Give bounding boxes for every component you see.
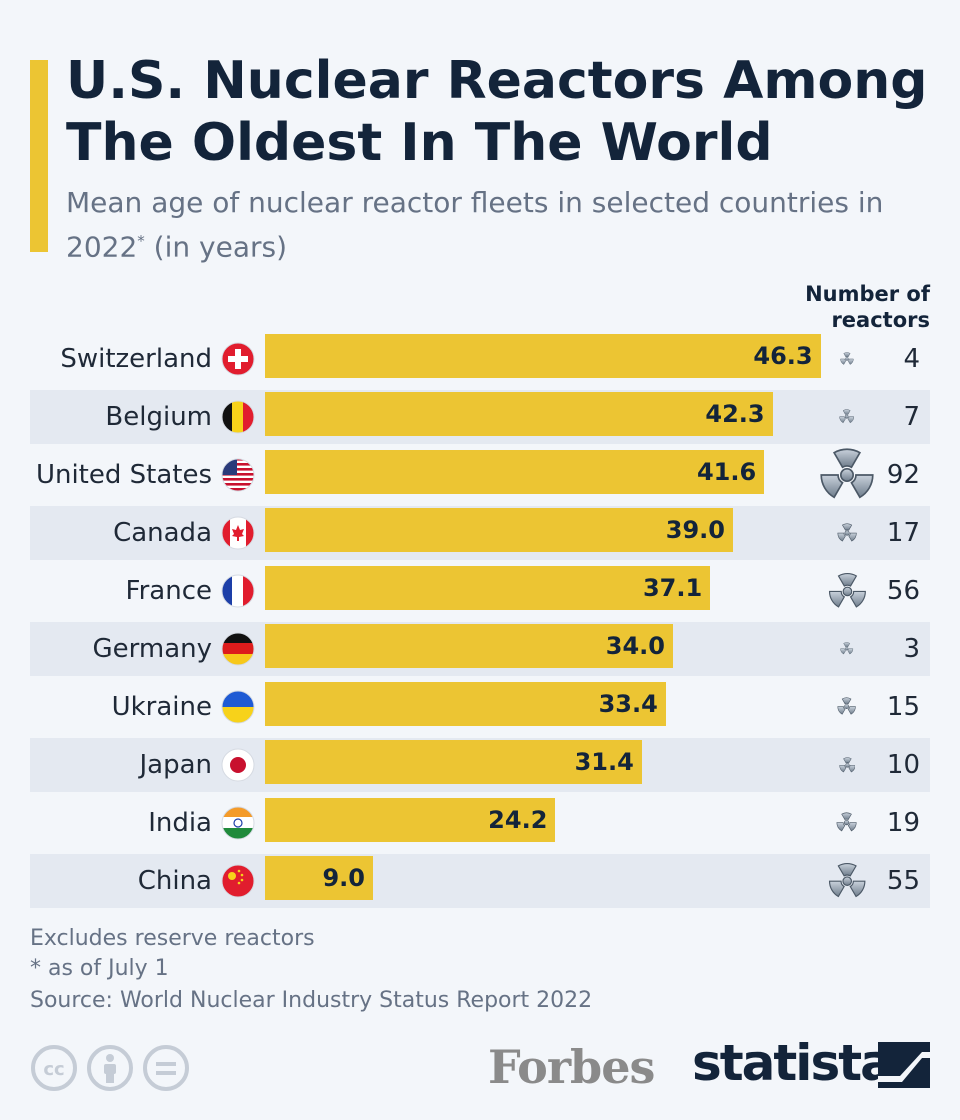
reactor-count: 56 (886, 576, 920, 606)
bar (265, 450, 765, 494)
subtitle-footnote-mark: * (137, 232, 145, 250)
category-label: France (125, 576, 212, 606)
radiation-icon (837, 697, 857, 716)
bar-row: France 37.1 56 (30, 564, 930, 618)
reactor-count: 10 (886, 750, 920, 780)
footnote-reserve: Excludes reserve reactors (30, 926, 315, 951)
bar-row: China 9.0 55 (30, 854, 930, 908)
reactor-count-header-line2: reactors (831, 308, 930, 332)
forbes-logo[interactable]: Forbes (488, 1040, 655, 1094)
flag-belgium-icon (221, 400, 255, 434)
flag-united-states-icon (221, 458, 255, 492)
bar (265, 798, 556, 842)
no-derivatives-icon[interactable] (142, 1044, 190, 1092)
source-note: Source: World Nuclear Industry Status Re… (30, 988, 593, 1013)
statista-logo[interactable]: statista (692, 1034, 894, 1092)
flag-ukraine-icon (221, 690, 255, 724)
chart-subtitle: Mean age of nuclear reactor fleets in se… (66, 184, 926, 266)
cc-icon[interactable]: cc (30, 1044, 78, 1092)
category-label: Ukraine (111, 692, 212, 722)
radiation-icon (840, 642, 854, 655)
statista-logo-icon[interactable] (878, 1042, 930, 1088)
bar-value-label: 41.6 (696, 458, 757, 486)
reactor-count: 17 (886, 518, 920, 548)
reactor-count-header: Number of reactors (805, 281, 930, 333)
reactor-count: 92 (886, 460, 920, 490)
bar-row: Switzerland 46.3 4 (30, 332, 930, 386)
bar-value-label: 42.3 (705, 400, 765, 428)
radiation-icon (839, 757, 855, 773)
category-label: United States (35, 460, 212, 490)
category-label: Switzerland (60, 344, 212, 374)
bar-row: Germany 34.0 3 (30, 622, 930, 676)
bar (265, 334, 821, 378)
flag-china-icon (221, 864, 255, 898)
bar-row: Canada 39.0 17 (30, 506, 930, 560)
bar-value-label: 39.0 (665, 516, 725, 544)
reactor-count: 19 (886, 808, 920, 838)
accent-bar (30, 60, 48, 252)
bar (265, 566, 711, 610)
bar-row: Japan 31.4 10 (30, 738, 930, 792)
radiation-icon (836, 812, 858, 832)
reactor-count-header-line1: Number of (805, 282, 930, 306)
reactor-count: 55 (886, 866, 920, 896)
category-label: Canada (113, 518, 212, 548)
reactor-count: 7 (903, 402, 920, 432)
bar-value-label: 46.3 (753, 342, 813, 370)
bar-value-label: 33.4 (598, 690, 658, 718)
flag-india-icon (221, 806, 255, 840)
bar (265, 508, 733, 552)
radiation-icon (837, 523, 857, 542)
radiation-icon (828, 572, 866, 608)
bar-row: India 24.2 19 (30, 796, 930, 850)
footnote-date: * as of July 1 (30, 956, 169, 981)
bar-value-label: 31.4 (574, 748, 634, 776)
reactor-count: 3 (903, 634, 920, 664)
chart-title: U.S. Nuclear Reactors Among The Oldest I… (66, 51, 928, 173)
attribution-icon[interactable] (86, 1044, 134, 1092)
bar (265, 392, 773, 436)
bar (265, 682, 666, 726)
bar-row: Ukraine 33.4 15 (30, 680, 930, 734)
subtitle-text: Mean age of nuclear reactor fleets in se… (66, 186, 884, 264)
flag-canada-icon (221, 516, 255, 550)
reactor-count: 4 (903, 344, 920, 374)
bar-value-label: 24.2 (488, 806, 548, 834)
bar (265, 624, 673, 668)
category-label: Japan (139, 750, 212, 780)
bar-value-label: 9.0 (322, 864, 365, 892)
bar-value-label: 37.1 (642, 574, 703, 602)
category-label: India (148, 808, 212, 838)
radiation-icon (840, 352, 854, 365)
radiation-icon (828, 862, 866, 898)
bar (265, 740, 642, 784)
radiation-icon (820, 448, 874, 499)
category-label: China (137, 866, 212, 896)
flag-germany-icon (221, 632, 255, 666)
flag-japan-icon (221, 748, 255, 782)
category-label: Belgium (105, 402, 212, 432)
bar (265, 856, 373, 900)
subtitle-unit: (in years) (144, 230, 287, 264)
flag-france-icon (221, 574, 255, 608)
bar-row: Belgium 42.3 7 (30, 390, 930, 444)
bar-value-label: 34.0 (605, 632, 665, 660)
category-label: Germany (92, 634, 212, 664)
flag-switzerland-icon (221, 342, 255, 376)
radiation-icon (839, 409, 855, 424)
reactor-count: 15 (886, 692, 920, 722)
bar-row: United States 41.6 92 (30, 448, 930, 502)
svg-text:cc: cc (43, 1059, 64, 1080)
